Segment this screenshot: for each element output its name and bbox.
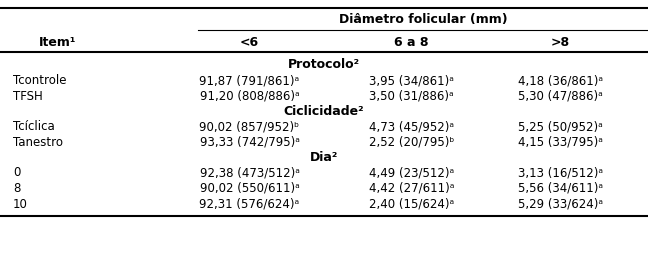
Text: Diâmetro folicular (mm): Diâmetro folicular (mm) bbox=[338, 13, 507, 26]
Text: 92,31 (576/624)ᵃ: 92,31 (576/624)ᵃ bbox=[200, 198, 299, 211]
Text: 92,38 (473/512)ᵃ: 92,38 (473/512)ᵃ bbox=[200, 166, 299, 179]
Text: Item¹: Item¹ bbox=[39, 36, 76, 49]
Text: 5,25 (50/952)ᵃ: 5,25 (50/952)ᵃ bbox=[518, 120, 603, 133]
Text: Tcíclica: Tcíclica bbox=[13, 120, 54, 133]
Text: 91,87 (791/861)ᵃ: 91,87 (791/861)ᵃ bbox=[200, 74, 299, 87]
Text: 93,33 (742/795)ᵃ: 93,33 (742/795)ᵃ bbox=[200, 136, 299, 149]
Text: 4,73 (45/952)ᵃ: 4,73 (45/952)ᵃ bbox=[369, 120, 454, 133]
Text: 6 a 8: 6 a 8 bbox=[394, 36, 429, 49]
Text: 91,20 (808/886)ᵃ: 91,20 (808/886)ᵃ bbox=[200, 90, 299, 103]
Text: 2,52 (20/795)ᵇ: 2,52 (20/795)ᵇ bbox=[369, 136, 454, 149]
Text: 4,42 (27/611)ᵃ: 4,42 (27/611)ᵃ bbox=[369, 182, 454, 195]
Text: 4,49 (23/512)ᵃ: 4,49 (23/512)ᵃ bbox=[369, 166, 454, 179]
Text: Tanestro: Tanestro bbox=[13, 136, 63, 149]
Text: >8: >8 bbox=[551, 36, 570, 49]
Text: 10: 10 bbox=[13, 198, 28, 211]
Text: 4,15 (33/795)ᵃ: 4,15 (33/795)ᵃ bbox=[518, 136, 603, 149]
Text: 90,02 (550/611)ᵃ: 90,02 (550/611)ᵃ bbox=[200, 182, 299, 195]
Text: Dia²: Dia² bbox=[310, 151, 338, 164]
Text: 3,50 (31/886)ᵃ: 3,50 (31/886)ᵃ bbox=[369, 90, 454, 103]
Text: 2,40 (15/624)ᵃ: 2,40 (15/624)ᵃ bbox=[369, 198, 454, 211]
Text: Tcontrole: Tcontrole bbox=[13, 74, 67, 87]
Text: 4,18 (36/861)ᵃ: 4,18 (36/861)ᵃ bbox=[518, 74, 603, 87]
Text: 5,29 (33/624)ᵃ: 5,29 (33/624)ᵃ bbox=[518, 198, 603, 211]
Text: 3,13 (16/512)ᵃ: 3,13 (16/512)ᵃ bbox=[518, 166, 603, 179]
Text: 8: 8 bbox=[13, 182, 20, 195]
Text: Protocolo²: Protocolo² bbox=[288, 59, 360, 72]
Text: TFSH: TFSH bbox=[13, 90, 43, 103]
Text: 5,30 (47/886)ᵃ: 5,30 (47/886)ᵃ bbox=[518, 90, 603, 103]
Text: 0: 0 bbox=[13, 166, 20, 179]
Text: Ciclicidade²: Ciclicidade² bbox=[284, 105, 364, 118]
Text: <6: <6 bbox=[240, 36, 259, 49]
Text: 90,02 (857/952)ᵇ: 90,02 (857/952)ᵇ bbox=[200, 120, 299, 133]
Text: 3,95 (34/861)ᵃ: 3,95 (34/861)ᵃ bbox=[369, 74, 454, 87]
Text: 5,56 (34/611)ᵃ: 5,56 (34/611)ᵃ bbox=[518, 182, 603, 195]
